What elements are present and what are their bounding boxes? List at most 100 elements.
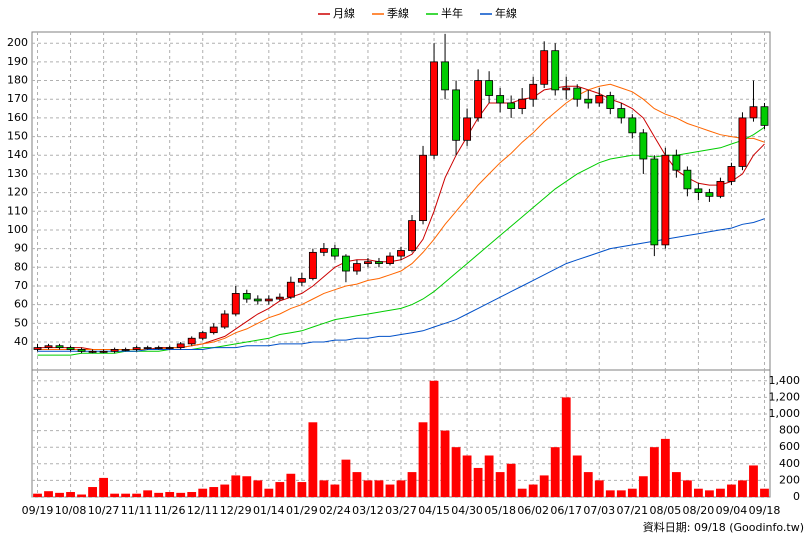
volume-bar [451, 447, 461, 497]
volume-bar [583, 472, 593, 497]
y-tick-label: 50 [14, 316, 28, 329]
volume-bar [429, 380, 439, 497]
x-tick-label: 03/12 [352, 504, 384, 517]
candle-body [275, 296, 284, 300]
y-tick-label: 140 [7, 148, 28, 161]
volume-bar [440, 430, 450, 497]
candle-body [286, 281, 295, 298]
y-tick-label: 90 [14, 242, 28, 255]
volume-bar [99, 477, 109, 497]
volume-bar [738, 480, 747, 497]
volume-bar [264, 488, 274, 497]
candle-body [474, 80, 483, 119]
legend-label: 年線 [495, 6, 517, 20]
candle-body [650, 158, 659, 246]
candle-body [738, 117, 747, 167]
candle-body [66, 347, 75, 350]
volume-bar [352, 472, 362, 497]
volume-bar [705, 490, 714, 497]
x-tick-label: 08/20 [683, 504, 715, 517]
y-tick-label: 80 [14, 260, 28, 273]
y-tick-label: 180 [7, 74, 28, 87]
y-tick-label: 100 [7, 223, 28, 236]
candle-body [99, 350, 108, 353]
volume-bar [682, 480, 692, 497]
volume-bar [605, 490, 615, 497]
volume-tick-label: 1,400 [769, 374, 801, 387]
legend-label: 季線 [387, 6, 409, 20]
candle-body [573, 87, 582, 100]
candle-body [319, 248, 328, 253]
candle-body [639, 132, 648, 160]
volume-bar [132, 493, 142, 497]
x-tick-label: 11/11 [121, 504, 153, 517]
volume-bar [33, 493, 42, 497]
volume-bar [363, 480, 373, 497]
volume-bar [110, 493, 120, 497]
x-tick-label: 02/24 [319, 504, 351, 517]
volume-bar [253, 480, 263, 497]
candle-body [364, 261, 372, 264]
candle-body [44, 345, 53, 348]
volume-bar [638, 476, 648, 497]
volume-bar [66, 492, 75, 497]
volume-bar [594, 480, 604, 497]
candle-body [342, 255, 350, 272]
candle-body [220, 313, 229, 328]
candle-body [88, 350, 97, 353]
candle-body [628, 117, 637, 134]
y-tick-label: 200 [7, 36, 28, 49]
candle-body [55, 345, 64, 348]
y-tick-label: 160 [7, 111, 28, 124]
candle-body [209, 326, 218, 334]
candle-body [408, 220, 416, 251]
candle-body [353, 263, 361, 272]
volume-bar [44, 491, 53, 497]
volume-bar [242, 476, 252, 497]
volume-bar [550, 447, 560, 497]
volume-tick-label: 400 [779, 457, 800, 470]
x-tick-label: 09/04 [716, 504, 748, 517]
candle-body [231, 293, 240, 315]
volume-bar [231, 475, 241, 497]
candle-body [375, 261, 383, 264]
footer: 資料日期: 09/18 (Goodinfo.tw) [643, 520, 804, 534]
volume-bar [374, 480, 384, 497]
candle-body [132, 347, 141, 350]
volume-tick-label: 200 [779, 473, 800, 486]
x-tick-label: 09/19 [22, 504, 54, 517]
volume-tick-label: 600 [779, 440, 800, 453]
candle-body [606, 95, 615, 109]
y-tick-label: 190 [7, 55, 28, 68]
volume-bar [649, 447, 659, 497]
candle-body [617, 108, 626, 119]
candle-body [242, 293, 251, 300]
candle-body [760, 106, 769, 126]
candle-body [683, 169, 692, 190]
volume-bar [484, 455, 494, 497]
volume-bar [319, 480, 329, 497]
candle-body [386, 255, 394, 264]
candle-body [749, 106, 758, 119]
candle-body [330, 248, 339, 257]
volume-bar [407, 472, 417, 497]
volume-bar [330, 484, 340, 497]
candle-body [694, 188, 703, 193]
volume-bar [627, 488, 637, 497]
candle-body [441, 61, 449, 91]
x-tick-label: 04/15 [418, 504, 450, 517]
x-tick-label: 01/29 [286, 504, 318, 517]
candle-body [727, 166, 736, 182]
candle-body [584, 98, 593, 104]
candle-body [253, 298, 262, 302]
candle-body [562, 87, 571, 91]
candle-body [507, 102, 516, 109]
volume-bar [473, 467, 483, 497]
volume-tick-label: 800 [779, 424, 800, 437]
volume-bar [749, 465, 758, 497]
candle-body [264, 298, 273, 302]
candle-body [121, 349, 130, 351]
volume-tick-label: 1,000 [769, 407, 801, 420]
volume-bar [727, 484, 736, 497]
